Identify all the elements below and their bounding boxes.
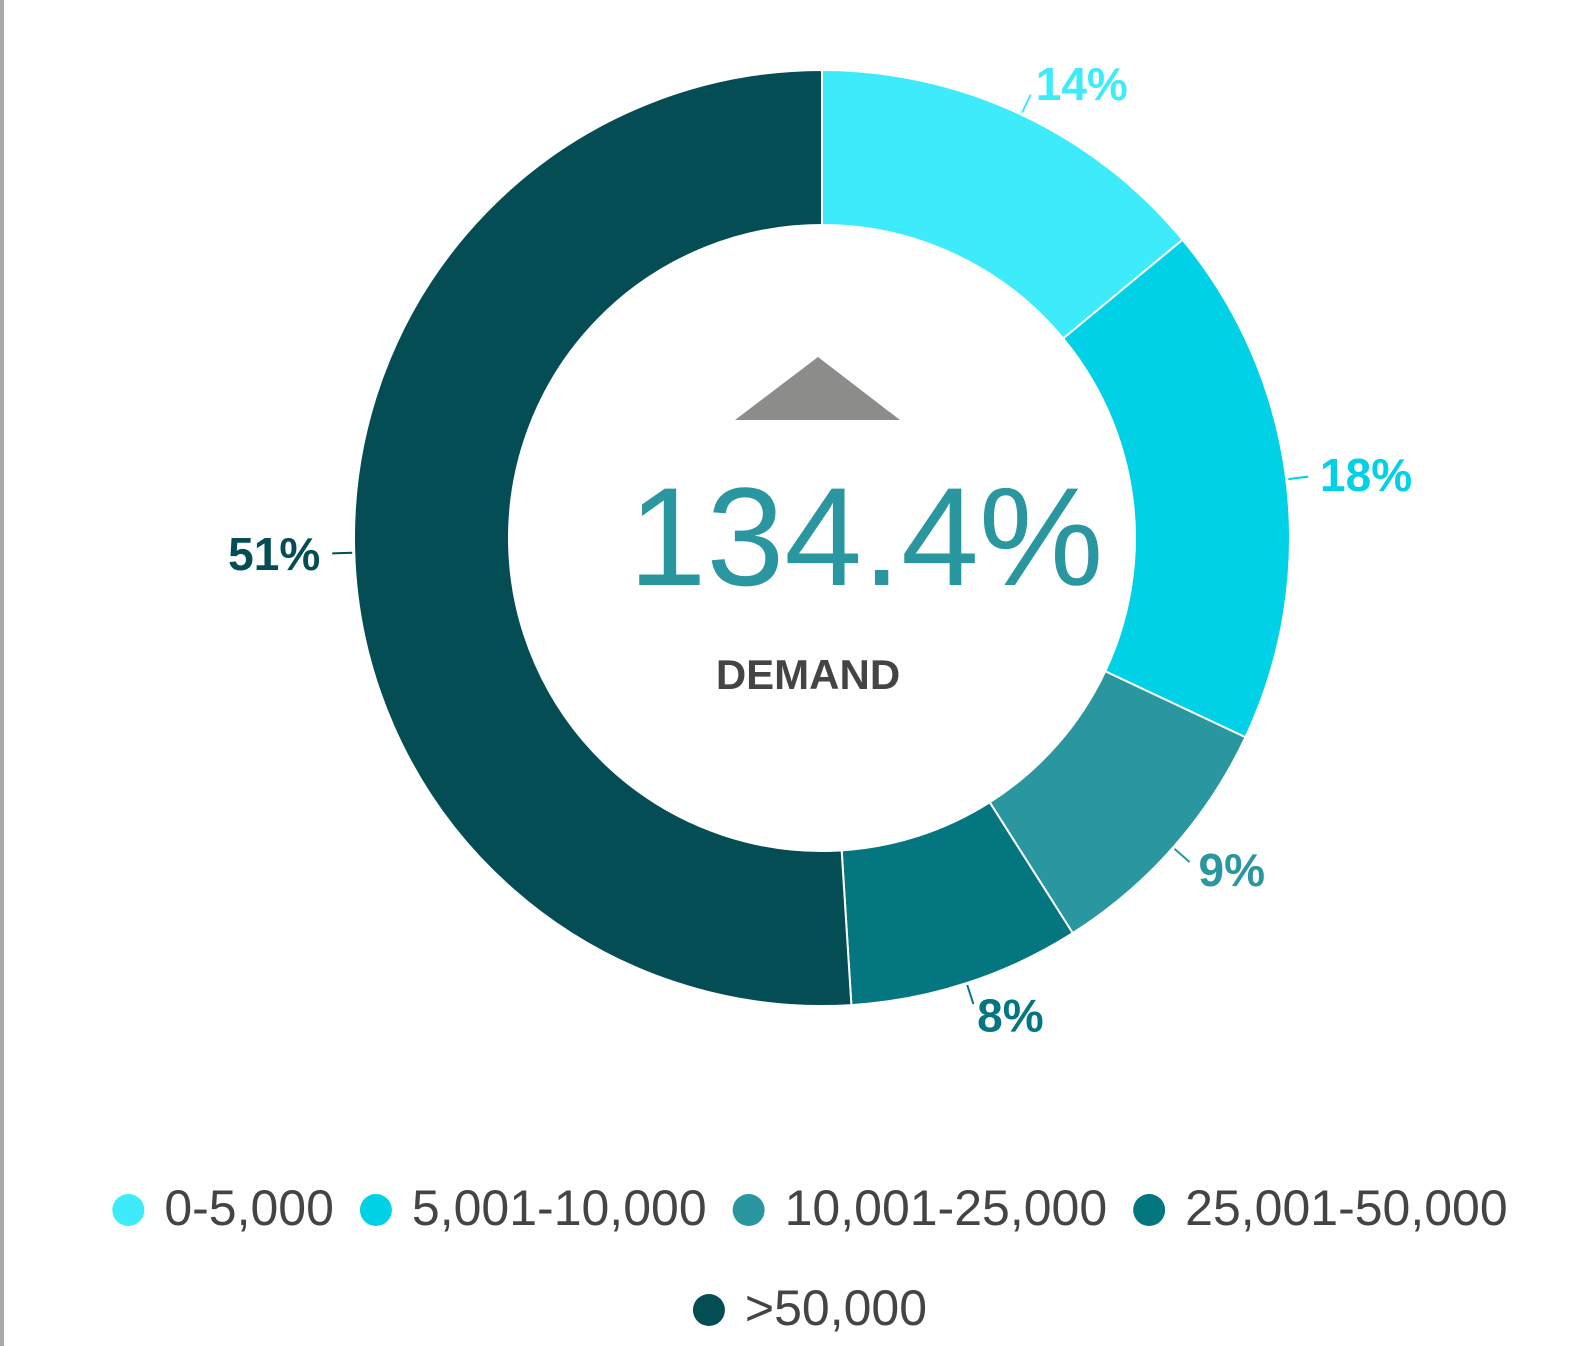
legend-item: 5,001-10,000 xyxy=(359,1180,707,1236)
data-label: 9% xyxy=(1199,844,1265,896)
leader-line xyxy=(1021,94,1032,114)
left-border xyxy=(0,0,4,1346)
center-value: 134.4% xyxy=(629,458,1104,615)
legend-label: 25,001-50,000 xyxy=(1185,1180,1508,1236)
leader-line xyxy=(966,984,975,1005)
legend-item: 0-5,000 xyxy=(112,1180,334,1236)
data-label: 14% xyxy=(1036,58,1128,110)
legend-label: 0-5,000 xyxy=(164,1180,334,1236)
legend-label: 5,001-10,000 xyxy=(412,1180,707,1236)
legend-item: >50,000 xyxy=(692,1280,927,1336)
legend-swatch xyxy=(1133,1194,1166,1226)
data-label: 18% xyxy=(1320,449,1412,501)
legend-label: 10,001-25,000 xyxy=(785,1180,1108,1236)
legend-swatch xyxy=(359,1194,392,1226)
donut-segment xyxy=(1061,238,1291,739)
trend-arrow xyxy=(735,357,900,420)
donut-segment xyxy=(353,68,853,1007)
legend-item: 25,001-50,000 xyxy=(1133,1180,1508,1236)
legend-swatch xyxy=(732,1194,765,1226)
legend-swatch xyxy=(692,1294,725,1326)
data-label: 8% xyxy=(977,990,1043,1042)
leader-line xyxy=(1288,475,1309,481)
leader-line xyxy=(1173,848,1191,863)
legend-item: 10,001-25,000 xyxy=(732,1180,1108,1236)
legend-swatch xyxy=(112,1194,145,1226)
data-label: 51% xyxy=(228,528,320,580)
legend-label: >50,000 xyxy=(745,1280,927,1336)
leader-line xyxy=(332,551,353,555)
center-label: DEMAND xyxy=(716,651,900,698)
